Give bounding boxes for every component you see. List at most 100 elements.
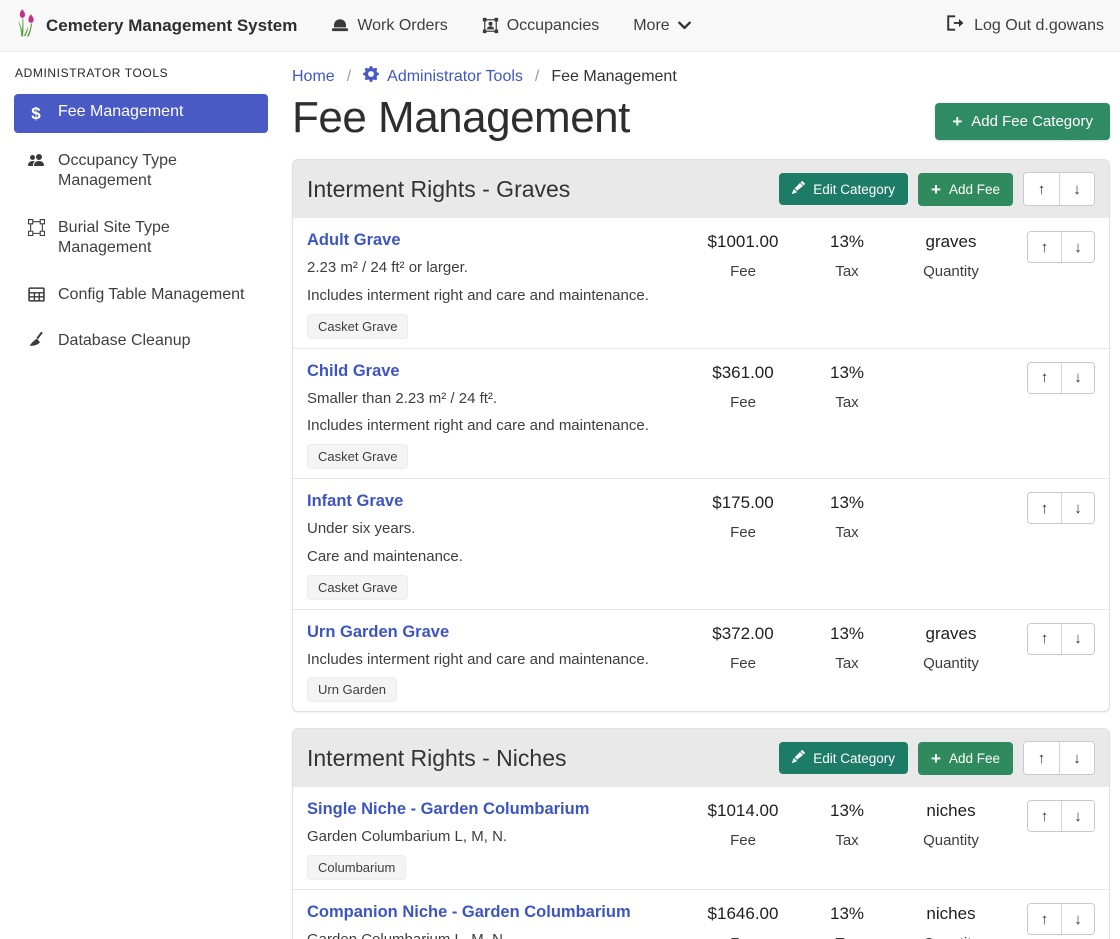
quantity-label: Quantity [895,263,1007,280]
move-fee-down-button[interactable]: ↓ [1061,904,1094,934]
arrow-up-icon: ↑ [1041,500,1049,517]
fee-type-badge: Columbarium [307,855,406,880]
breadcrumb-separator: / [535,68,539,86]
fee-info: Child Grave Smaller than 2.23 m² / 24 ft… [307,362,687,470]
category-reorder-group: ↑ ↓ [1023,172,1095,206]
fee-amount: $1001.00 [687,231,799,253]
app-brand[interactable]: Cemetery Management System [16,8,297,43]
move-fee-up-button[interactable]: ↑ [1028,904,1061,934]
sidebar-item-fee-management[interactable]: $ Fee Management [14,94,268,133]
add-fee-button[interactable]: + Add Fee [918,173,1013,206]
plus-icon: + [931,750,941,767]
fee-row: Urn Garden Grave Includes interment righ… [293,610,1109,712]
move-fee-up-button[interactable]: ↑ [1028,232,1061,262]
add-fee-label: Add Fee [949,751,1000,766]
breadcrumb-home-link[interactable]: Home [292,68,335,86]
fee-reorder-group: ↑ ↓ [1007,231,1095,263]
category-title: Interment Rights - Graves [307,176,769,203]
tax-value: 13% [799,800,895,822]
move-fee-down-button[interactable]: ↓ [1061,801,1094,831]
sidebar-item-label: Burial Site Type Management [58,218,258,259]
table-icon [24,286,48,303]
move-fee-down-button[interactable]: ↓ [1061,232,1094,262]
arrow-down-icon: ↓ [1074,808,1082,825]
fee-description: Garden Columbarium L, M, N. [307,828,687,847]
sidebar-item-config-table-management[interactable]: Config Table Management [14,277,268,313]
arrow-down-icon: ↓ [1073,750,1081,767]
fee-name-link[interactable]: Child Grave [307,362,400,381]
move-fee-up-button[interactable]: ↑ [1028,363,1061,393]
edit-category-button[interactable]: Edit Category [779,173,908,205]
move-fee-up-button[interactable]: ↑ [1028,493,1061,523]
nav-item-label: More [633,17,669,35]
add-fee-label: Add Fee [949,182,1000,197]
logout-button[interactable]: Log Out d.gowans [946,15,1104,36]
pencil-icon [792,750,805,766]
move-category-up-button[interactable]: ↑ [1024,742,1059,774]
sidebar-item-label: Database Cleanup [58,331,191,351]
move-fee-down-button[interactable]: ↓ [1061,624,1094,654]
fee-amount-label: Fee [687,263,799,280]
quantity-column [895,362,1007,372]
move-fee-up-button[interactable]: ↑ [1028,624,1061,654]
fee-name-link[interactable]: Companion Niche - Garden Columbarium [307,903,631,922]
fee-name-link[interactable]: Infant Grave [307,492,403,511]
nav-item-work-orders[interactable]: Work Orders [331,17,447,35]
fee-description: 2.23 m² / 24 ft² or larger. [307,259,687,278]
move-fee-down-button[interactable]: ↓ [1061,363,1094,393]
arrow-up-icon: ↑ [1041,808,1049,825]
hard-hat-icon [331,18,349,33]
fee-amount-column: $1001.00 Fee [687,231,799,280]
fee-name-link[interactable]: Urn Garden Grave [307,623,449,642]
nav-item-occupancies[interactable]: Occupancies [482,17,600,35]
nav-links: Work Orders Occupancies More [331,17,946,35]
category-header: Interment Rights - Niches Edit Category … [293,729,1109,787]
fee-amount: $361.00 [687,362,799,384]
move-fee-down-button[interactable]: ↓ [1061,493,1094,523]
fee-info: Single Niche - Garden Columbarium Garden… [307,800,687,880]
broom-icon [24,332,48,348]
fee-amount: $1646.00 [687,903,799,925]
fee-info: Infant Grave Under six years. Care and m… [307,492,687,600]
add-fee-category-button[interactable]: + Add Fee Category [935,103,1110,140]
quantity-label: Quantity [895,935,1007,939]
tax-label: Tax [799,394,895,411]
arrow-down-icon: ↓ [1074,911,1082,928]
sidebar-item-burial-site-type-management[interactable]: Burial Site Type Management [14,210,268,267]
edit-category-label: Edit Category [813,751,895,766]
sidebar-item-label: Occupancy Type Management [58,151,258,192]
chevron-down-icon [678,21,691,30]
tax-label: Tax [799,655,895,672]
move-fee-up-button[interactable]: ↑ [1028,801,1061,831]
sidebar-item-database-cleanup[interactable]: Database Cleanup [14,323,268,359]
sidebar: ADMINISTRATOR TOOLS $ Fee Management Occ… [0,52,280,939]
fee-row: Companion Niche - Garden Columbarium Gar… [293,890,1109,939]
fee-row: Adult Grave 2.23 m² / 24 ft² or larger. … [293,218,1109,349]
gear-icon [363,66,379,87]
add-fee-button[interactable]: + Add Fee [918,742,1013,775]
nav-item-more[interactable]: More [633,17,690,35]
fee-name-link[interactable]: Adult Grave [307,231,401,250]
breadcrumb-admin-tools-label: Administrator Tools [387,68,523,86]
category-reorder-group: ↑ ↓ [1023,741,1095,775]
quantity-value: graves [895,623,1007,645]
sidebar-item-occupancy-type-management[interactable]: Occupancy Type Management [14,143,268,200]
fee-row: Infant Grave Under six years. Care and m… [293,479,1109,610]
fee-amount-column: $1646.00 Fee [687,903,799,939]
tax-value: 13% [799,623,895,645]
move-category-down-button[interactable]: ↓ [1059,173,1094,205]
quantity-column: graves Quantity [895,231,1007,280]
app-title: Cemetery Management System [46,16,297,36]
move-category-down-button[interactable]: ↓ [1059,742,1094,774]
fee-amount-column: $372.00 Fee [687,623,799,672]
fee-info: Companion Niche - Garden Columbarium Gar… [307,903,687,939]
quantity-value: niches [895,903,1007,925]
tax-label: Tax [799,935,895,939]
breadcrumb-admin-tools-link[interactable]: Administrator Tools [363,66,523,87]
tax-column: 13% Tax [799,231,895,280]
tax-label: Tax [799,832,895,849]
edit-category-button[interactable]: Edit Category [779,742,908,774]
quantity-column: niches Quantity [895,903,1007,939]
fee-name-link[interactable]: Single Niche - Garden Columbarium [307,800,589,819]
move-category-up-button[interactable]: ↑ [1024,173,1059,205]
